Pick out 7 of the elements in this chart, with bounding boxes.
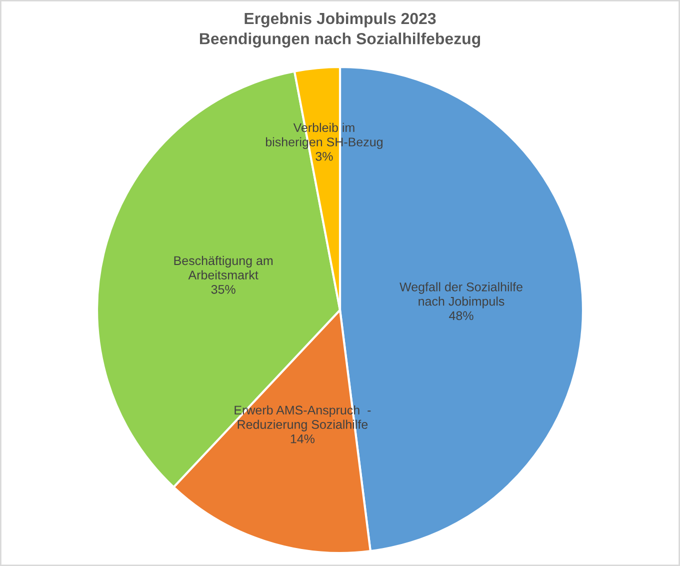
data-label: 3% (316, 152, 333, 161)
data-label: 35% (211, 284, 236, 294)
slice-label: Beschäftigung am Arbeitsmarkt (174, 256, 273, 280)
data-label: 14% (290, 434, 315, 444)
data-label: 48% (449, 311, 474, 320)
slice-label: Wegfall der Sozialhilfe nach Jobimpuls (400, 282, 522, 308)
chart-title: Ergebnis Jobimpuls 2023 Beendigungen nach Sozialhilfebezug (200, 12, 480, 48)
